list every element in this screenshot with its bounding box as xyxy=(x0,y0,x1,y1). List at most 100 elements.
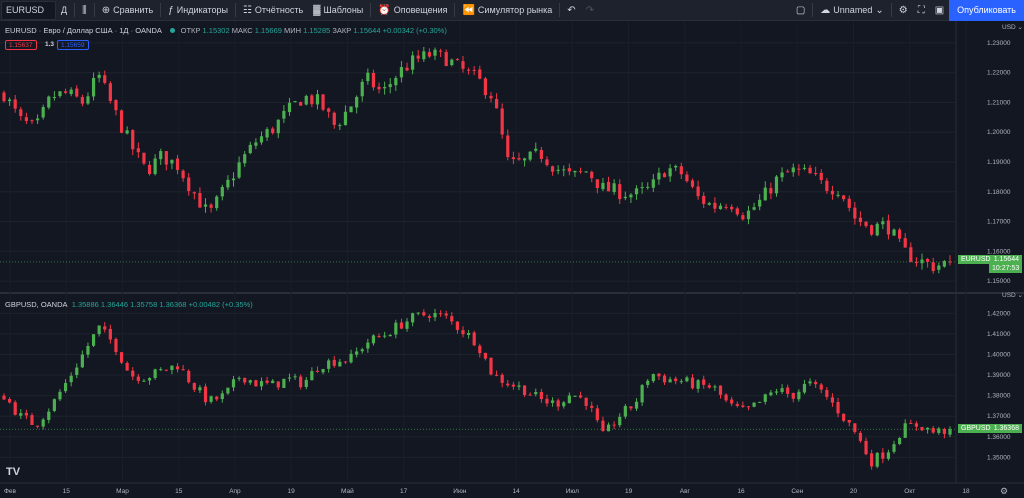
candle-body xyxy=(203,204,208,207)
candle-body xyxy=(741,215,745,220)
fullscreen-toggle-button[interactable]: ▢ xyxy=(791,0,810,21)
candle-body xyxy=(338,125,342,127)
candle-body xyxy=(606,181,611,192)
legend2-symbol[interactable]: GBPUSD, OANDA xyxy=(5,300,68,309)
candle-body xyxy=(467,69,471,71)
price-tick-label: 1.38000 xyxy=(987,393,1011,400)
candle-body xyxy=(226,179,230,188)
candle-body xyxy=(7,99,12,102)
candle-body xyxy=(539,391,543,400)
candle-body xyxy=(159,151,163,160)
candle-body xyxy=(411,313,415,323)
candle-body xyxy=(730,399,734,404)
candle-body xyxy=(657,172,661,180)
candle-body xyxy=(567,168,571,172)
candle-body xyxy=(746,210,751,220)
replay-button[interactable]: ⏪ Симулятор рынка xyxy=(457,0,557,21)
candle-body xyxy=(215,196,219,209)
legend2-high: 1.36446 xyxy=(100,300,129,309)
candle-body xyxy=(892,229,896,236)
redo-button[interactable]: ↷ xyxy=(581,0,599,21)
candle-body xyxy=(758,401,762,403)
candle-body xyxy=(702,379,706,385)
candle-body xyxy=(472,332,476,346)
candle-body xyxy=(455,59,460,61)
candle-body xyxy=(562,402,566,407)
reports-button[interactable]: ☷ Отчётность xyxy=(238,0,308,21)
gbpusd-pane[interactable] xyxy=(0,308,956,470)
candle-body xyxy=(634,401,639,409)
candle-body xyxy=(427,52,432,57)
candle-body xyxy=(584,171,588,173)
candle-body xyxy=(494,98,499,109)
candle-body xyxy=(830,397,835,403)
alerts-label: Оповещения xyxy=(393,5,448,15)
candle-body xyxy=(394,322,398,335)
divider xyxy=(234,3,236,17)
candle-body xyxy=(276,381,280,388)
candle-body xyxy=(674,378,678,382)
candle-body xyxy=(550,166,555,172)
candle-body xyxy=(327,360,331,369)
candle-body xyxy=(696,186,700,197)
settings-button[interactable]: ⚙ xyxy=(894,0,913,21)
candle-body xyxy=(444,313,448,316)
candle-body xyxy=(439,50,443,52)
tradingview-logo[interactable]: TV xyxy=(6,466,21,478)
buy-button[interactable]: 1.15659 xyxy=(57,40,89,50)
compare-button[interactable]: ⊕ Сравнить xyxy=(97,0,159,21)
gear-icon[interactable]: ⚙ xyxy=(1000,486,1009,496)
divider xyxy=(890,3,892,17)
templates-button[interactable]: ▓ Шаблоны xyxy=(308,0,368,21)
candle-body xyxy=(265,380,269,383)
candle-body xyxy=(758,199,762,207)
interval-button[interactable]: Д xyxy=(56,0,72,21)
candle-body xyxy=(13,99,17,109)
eurusd-pane[interactable] xyxy=(0,46,956,274)
candle-body xyxy=(601,182,605,190)
alert-clock-icon: ⏰ xyxy=(378,4,391,16)
candle-body xyxy=(226,387,230,394)
candle-body xyxy=(287,377,292,379)
time-tick-label: Сен xyxy=(791,488,803,495)
candle-body xyxy=(147,378,152,381)
divider xyxy=(812,3,814,17)
candle-body xyxy=(411,55,415,70)
undo-button[interactable]: ↶ xyxy=(562,0,580,21)
currency-label[interactable]: USD ⌄ xyxy=(1002,292,1023,299)
currency-label[interactable]: USD ⌄ xyxy=(1002,24,1023,31)
eurusd-price-axis[interactable]: 1.23000 1.22000 1.21000 1.20000 1.19000 1.180… xyxy=(987,24,1023,285)
layout-menu-button[interactable]: ☁ Unnamed ⌄ xyxy=(815,0,888,21)
candle-body xyxy=(814,172,818,175)
legend-symbol[interactable]: EURUSD xyxy=(5,26,37,35)
candle-body xyxy=(623,406,627,417)
symbol-search-input[interactable]: EURUSD xyxy=(1,0,56,20)
compare-legend: GBPUSD, OANDA 1.35886 1.36446 1.35758 1.… xyxy=(5,300,253,309)
candle-body xyxy=(142,380,146,382)
sell-button[interactable]: 1.15637 xyxy=(5,40,37,50)
reports-icon: ☷ xyxy=(242,4,252,16)
time-axis[interactable]: Фев 15 Мар 15 Апр 19 Май 17 Июн 14 Июл 19 Авг 16 Сен 20… xyxy=(4,487,970,495)
publish-button[interactable]: Опубликовать xyxy=(949,0,1024,21)
candle-body xyxy=(455,321,460,330)
time-tick-label: Фев xyxy=(4,488,17,495)
fullscreen-button[interactable]: ⛶ xyxy=(913,0,930,21)
candle-body xyxy=(920,259,924,264)
candle-body xyxy=(819,172,823,181)
candle-body xyxy=(528,151,532,160)
candle-body xyxy=(780,172,784,178)
candle-body xyxy=(377,336,381,338)
candle-body xyxy=(774,391,779,393)
candle-body xyxy=(254,142,258,146)
candle-body xyxy=(355,96,359,108)
price-tick-label: 1.17000 xyxy=(987,219,1011,226)
plus-circle-icon: ⊕ xyxy=(101,4,111,16)
snapshot-button[interactable]: ▣ xyxy=(930,0,949,21)
indicators-button[interactable]: ƒ Индикаторы xyxy=(163,0,233,21)
bar-style-button[interactable]: ⫼ xyxy=(77,0,92,21)
candle-body xyxy=(685,377,689,382)
alerts-button[interactable]: ⏰ Оповещения xyxy=(373,0,452,21)
gbpusd-price-axis[interactable]: 1.42000 1.41000 1.40000 1.39000 1.38000 1.370… xyxy=(987,292,1023,461)
candle-body xyxy=(545,398,549,404)
